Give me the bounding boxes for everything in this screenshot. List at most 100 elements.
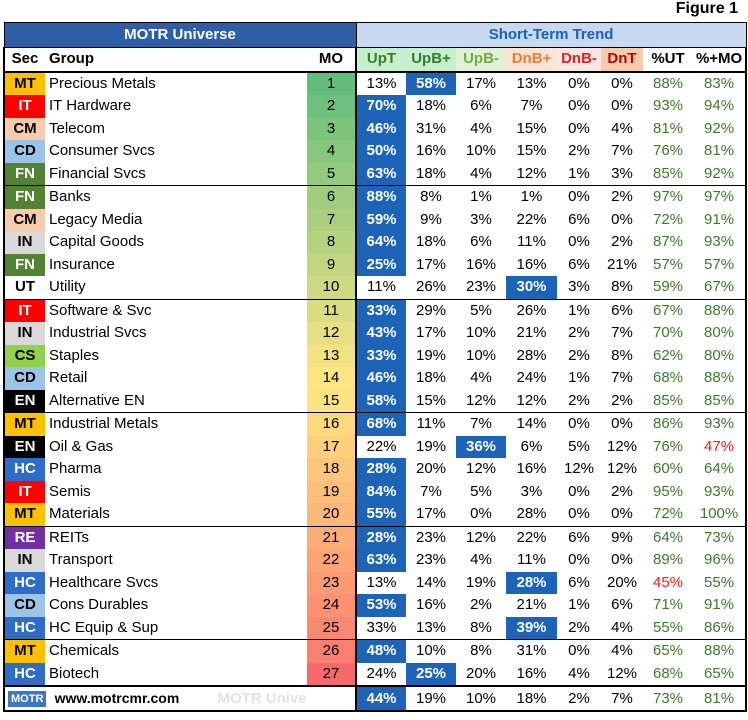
cell-upt: 59% [356, 208, 407, 231]
table-row: RE REITs 21 28% 23% 12% 22% 6% 9% 64% 73% [3, 525, 748, 549]
cell-dnt: 12% [607, 460, 638, 478]
sector-badge: EN [3, 389, 45, 413]
cell-dnbp: 11% [517, 233, 546, 251]
group-name: Insurance [49, 255, 115, 273]
cell-upt: 46% [356, 117, 407, 140]
cell-dnbm: 2% [568, 346, 590, 364]
cell-dnbp: 6% [520, 437, 543, 455]
sector-badge: FN [3, 253, 45, 276]
mo-rank: 13 [307, 344, 358, 367]
cell-dnbp: 11% [517, 551, 546, 569]
cell-upbp: 17% [416, 505, 447, 523]
cell-upbp: 29% [406, 298, 457, 322]
cell-dnt: 20% [607, 573, 638, 591]
sector-badge: CM [3, 117, 45, 140]
cell-pct-ut: 59% [653, 278, 684, 296]
group-name: Transport [49, 551, 113, 569]
cell-upbp: 23% [406, 525, 457, 549]
cell-upbm: 6% [470, 97, 492, 115]
cell-upt: 46% [356, 367, 407, 390]
group-name: Biotech [49, 664, 100, 682]
cell-upbm: 12% [456, 525, 507, 549]
group-name: Pharma [49, 460, 102, 478]
sector-badge: EN [3, 435, 45, 458]
cell-pct-ut: 89% [653, 551, 684, 569]
group-name: Chemicals [45, 639, 307, 663]
sector-badge: IN [3, 322, 45, 345]
cell-pct-mo: 57% [693, 253, 748, 276]
group-name: Cons Durables [49, 596, 149, 614]
cell-dnbm: 1% [557, 298, 602, 322]
cell-pct-ut: 68% [653, 664, 684, 682]
mo-rank: 2 [307, 95, 358, 118]
cell-upbm: 7% [456, 412, 507, 436]
table-row: FN Banks 6 88% 8% 1% 1% 0% 2% 97% 97% [3, 185, 748, 209]
cell-pct-ut: 97% [643, 185, 694, 209]
group-name: Financial Svcs [49, 164, 146, 182]
group-name: Industrial Svcs [49, 324, 147, 342]
cell-pct-mo: 93% [693, 480, 748, 503]
cell-pct-ut: 76% [653, 437, 684, 455]
cell-upt: 33% [356, 298, 407, 322]
cell-upt: 63% [356, 549, 407, 572]
cell-upt: 50% [356, 140, 407, 163]
mo-rank: 4 [307, 140, 358, 163]
footer-url[interactable]: www.motrcmr.com [54, 690, 180, 706]
cell-upbp: 17% [416, 324, 447, 342]
cell-dnbp: 12% [516, 391, 547, 409]
cell-upbm: 1% [456, 185, 507, 209]
cell-upt: 11% [367, 278, 396, 296]
table-row: CM Telecom 3 46% 31% 4% 15% 0% 4% 81% 92% [3, 117, 748, 140]
col-upbm: UpB- [456, 47, 507, 73]
cell-pct-ut: 70% [653, 324, 684, 342]
mo-rank: 27 [307, 662, 358, 686]
cell-upbp: 31% [416, 119, 447, 137]
total-pct-ut: 73% [643, 685, 694, 712]
cell-dnt: 2% [611, 482, 633, 500]
cell-dnt: 0% [601, 412, 644, 436]
cell-dnbm: 4% [568, 664, 590, 682]
mo-rank: 16 [307, 412, 358, 436]
cell-dnbm: 0% [568, 551, 590, 569]
cell-upbp: 25% [406, 662, 457, 686]
cell-pct-ut: 86% [643, 412, 694, 436]
cell-pct-ut: 76% [653, 142, 684, 160]
sector-badge: UT [3, 276, 45, 299]
cell-upbp: 18% [416, 233, 447, 251]
cell-dnbm: 0% [568, 119, 590, 137]
cell-dnbm: 1% [568, 369, 590, 387]
cell-upt: 24% [366, 664, 397, 682]
mo-rank: 17 [307, 435, 358, 458]
sector-badge: CD [3, 367, 45, 390]
cell-dnt: 2% [611, 391, 633, 409]
sector-badge: MT [3, 412, 45, 436]
mo-rank: 24 [307, 594, 358, 617]
cell-upbm: 5% [470, 482, 492, 500]
cell-pct-mo: 86% [693, 616, 748, 640]
group-name: Semis [49, 482, 91, 500]
table-row: IT Software & Svc 11 33% 29% 5% 26% 1% 6% 67% 88% [3, 298, 748, 322]
cell-upbp: 16% [416, 596, 447, 614]
table-row: HC Pharma 18 28% 20% 12% 16% 12% 12% 60% 64% [3, 458, 748, 481]
cell-dnbp: 28% [516, 505, 547, 523]
cell-dnt: 8% [611, 346, 633, 364]
cell-dnbp: 22% [516, 210, 547, 228]
mo-rank: 11 [307, 298, 358, 322]
cell-dnbm: 0% [557, 639, 602, 663]
group-name: Retail [49, 369, 88, 387]
cell-dnt: 7% [611, 369, 633, 387]
cell-pct-ut: 72% [653, 505, 684, 523]
cell-pct-ut: 81% [653, 119, 684, 137]
footer-mo-blank [307, 685, 358, 712]
table-row: CD Cons Durables 24 53% 16% 2% 21% 1% 6% 71% 91% [3, 594, 748, 617]
cell-dnt: 0% [611, 505, 633, 523]
col-dnbm: DnB- [557, 47, 602, 73]
cell-pct-ut: 64% [643, 525, 694, 549]
cell-dnt: 7% [611, 324, 633, 342]
cell-dnbm: 2% [568, 391, 590, 409]
cell-upbp: 13% [416, 618, 447, 636]
col-upbp: UpB+ [406, 47, 457, 73]
motr-universe-header: MOTR Universe [3, 22, 357, 48]
mo-rank: 22 [307, 549, 358, 572]
cell-pct-mo: 83% [693, 71, 748, 95]
